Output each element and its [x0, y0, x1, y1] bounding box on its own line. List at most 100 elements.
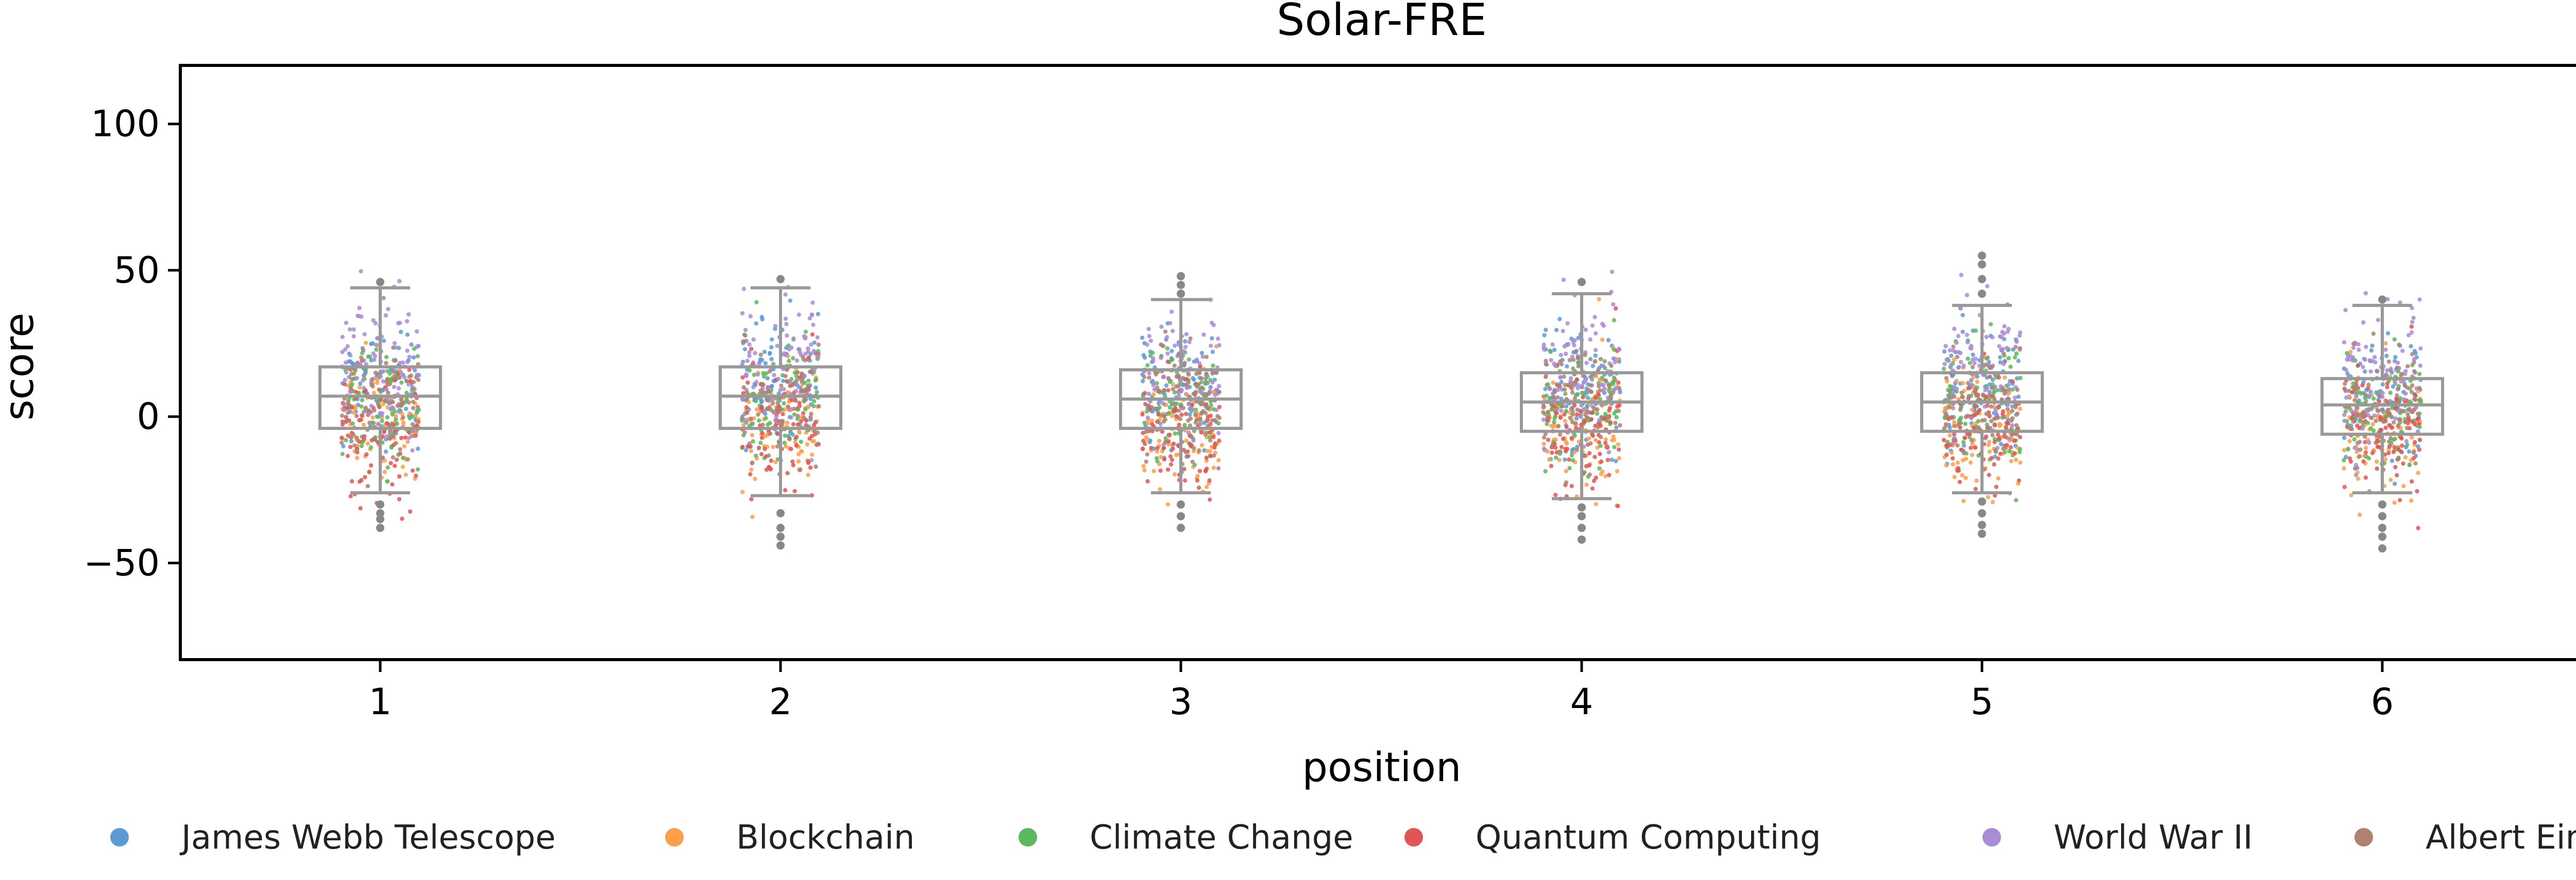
data-point — [741, 385, 746, 390]
data-point — [1583, 378, 1587, 383]
data-point — [1947, 425, 1952, 430]
x-tick-label: 5 — [1971, 681, 1994, 723]
data-point — [779, 383, 784, 388]
data-point — [1996, 432, 2001, 437]
data-point — [1598, 388, 1602, 393]
data-point — [1968, 346, 1973, 350]
y-tick-label: 0 — [137, 395, 160, 438]
data-point — [345, 344, 350, 349]
data-point — [1170, 309, 1174, 314]
data-point — [787, 406, 791, 411]
data-point — [358, 381, 363, 386]
data-point — [1954, 340, 1959, 345]
data-point — [385, 369, 390, 373]
data-point — [1208, 430, 1212, 435]
data-point — [766, 406, 771, 411]
data-point — [2393, 355, 2398, 359]
data-point — [2352, 398, 2357, 403]
data-point — [1606, 338, 1611, 342]
data-point — [1977, 408, 1982, 412]
data-point — [1986, 495, 1990, 499]
data-point — [1998, 452, 2003, 456]
data-point — [1610, 438, 1615, 442]
data-point — [2013, 457, 2019, 462]
data-point — [742, 347, 748, 352]
data-point — [2393, 381, 2398, 386]
data-point — [1563, 391, 1568, 396]
data-point — [1174, 413, 1178, 419]
data-point — [2406, 418, 2411, 422]
data-point — [1552, 442, 1557, 446]
data-point — [1147, 371, 1151, 375]
data-point — [350, 421, 355, 426]
data-point — [761, 382, 766, 387]
data-point — [1159, 342, 1163, 347]
data-point — [347, 403, 351, 408]
data-point — [2375, 466, 2379, 471]
data-point — [2008, 437, 2012, 441]
data-point — [1216, 430, 1221, 436]
data-point — [406, 312, 411, 317]
data-point — [751, 439, 755, 444]
data-point — [411, 406, 416, 410]
data-point — [796, 459, 801, 464]
data-point — [778, 387, 783, 392]
data-point — [1214, 371, 1218, 375]
data-point — [1216, 466, 1221, 471]
data-point — [400, 516, 404, 521]
data-point — [743, 448, 749, 453]
data-point — [1970, 365, 1975, 370]
data-point — [1163, 329, 1168, 334]
data-point — [341, 444, 346, 448]
data-point — [1541, 410, 1546, 415]
data-point — [792, 489, 797, 493]
data-point — [405, 332, 410, 337]
data-point — [1601, 383, 1606, 388]
data-point — [2392, 445, 2397, 450]
data-point — [1951, 462, 1955, 467]
data-point — [357, 439, 361, 444]
data-point — [1191, 438, 1196, 443]
data-point — [1945, 440, 1950, 445]
data-point — [405, 348, 410, 353]
data-point — [1611, 356, 1616, 361]
data-point — [2007, 448, 2012, 454]
data-point — [1564, 404, 1569, 409]
data-point — [2412, 440, 2417, 444]
data-point — [408, 509, 413, 514]
boxplot-position-6 — [2320, 295, 2444, 553]
data-point — [367, 470, 371, 474]
data-point — [1615, 404, 1620, 409]
data-point — [740, 359, 745, 364]
data-point — [803, 407, 808, 412]
data-point — [1972, 361, 1977, 366]
data-point — [1549, 358, 1553, 363]
data-point — [2342, 419, 2347, 423]
x-axis-label: position — [1302, 745, 1462, 791]
data-point — [1607, 413, 1612, 419]
data-point — [1553, 493, 1558, 497]
data-point — [1970, 383, 1974, 387]
data-point — [2342, 485, 2347, 489]
data-point — [1951, 406, 1956, 411]
data-point — [2369, 416, 2374, 420]
outlier-point — [376, 500, 384, 509]
data-point — [754, 321, 758, 326]
data-point — [1194, 418, 1199, 422]
data-point — [1177, 422, 1181, 427]
data-point — [1565, 364, 1569, 369]
data-point — [1584, 360, 1589, 365]
boxplot-position-4 — [1520, 278, 1643, 544]
data-point — [1213, 441, 1217, 446]
data-point — [747, 350, 752, 355]
data-point — [1956, 422, 1961, 427]
data-point — [1155, 446, 1160, 451]
data-point — [1562, 344, 1567, 349]
data-point — [793, 399, 798, 403]
data-point — [2354, 412, 2359, 417]
data-point — [760, 357, 765, 363]
data-point — [816, 342, 821, 347]
data-point — [1990, 499, 1995, 505]
data-point — [1944, 413, 1949, 418]
